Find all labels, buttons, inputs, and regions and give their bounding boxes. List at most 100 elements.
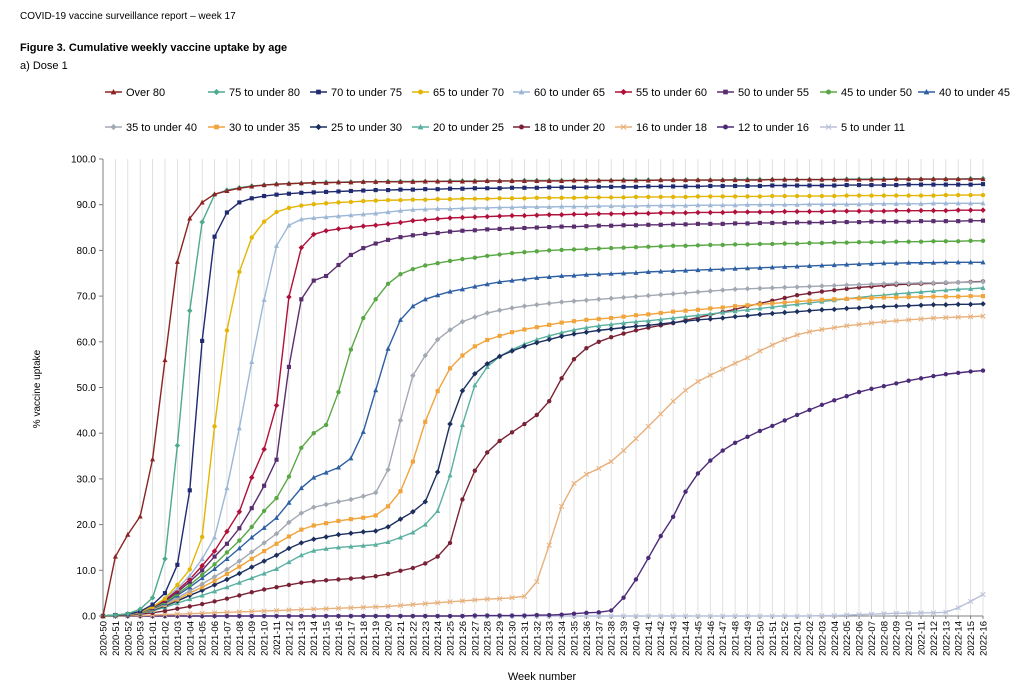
data-point [485, 613, 490, 618]
legend-item: 5 to under 11 [820, 122, 905, 134]
data-point [509, 212, 515, 219]
data-point [825, 124, 832, 130]
data-point [348, 455, 354, 461]
data-point [385, 524, 391, 530]
data-point [657, 291, 664, 298]
chart-grid [102, 159, 984, 616]
data-point [943, 192, 949, 198]
data-point [125, 610, 131, 617]
data-point [930, 315, 937, 321]
data-point [348, 613, 354, 619]
data-point [918, 219, 924, 224]
data-point [930, 288, 936, 294]
data-point [335, 498, 342, 505]
data-point [807, 220, 812, 225]
data-point [236, 509, 243, 515]
data-point [757, 311, 763, 318]
data-point [683, 243, 688, 249]
data-point [348, 347, 354, 352]
data-point [980, 368, 986, 373]
data-point [249, 608, 255, 615]
data-point [546, 211, 552, 218]
data-point [832, 240, 837, 245]
data-point [956, 294, 961, 299]
data-point [199, 610, 205, 616]
x-tick-label: 2021-15 [322, 621, 333, 656]
data-point [956, 192, 961, 198]
data-point [931, 182, 936, 187]
data-point [472, 178, 478, 184]
data-point [521, 303, 528, 309]
data-point [683, 267, 689, 273]
data-point [460, 186, 465, 191]
x-tick-label: 2021-49 [743, 621, 754, 656]
data-point [137, 606, 143, 612]
data-point [460, 497, 465, 502]
data-point [732, 308, 738, 314]
data-point [360, 223, 367, 229]
data-point [262, 193, 267, 199]
data-point [286, 559, 292, 565]
data-point [410, 217, 416, 224]
data-point [224, 528, 230, 535]
data-point [534, 185, 539, 190]
data-point [162, 357, 168, 363]
data-point [534, 612, 539, 618]
data-point [894, 193, 899, 198]
data-point [459, 598, 466, 604]
data-point [546, 178, 552, 184]
data-point [844, 296, 849, 301]
data-point [447, 206, 453, 211]
data-point [881, 193, 887, 198]
data-point [980, 182, 986, 187]
data-point [211, 610, 218, 616]
data-point [224, 550, 230, 555]
data-point [757, 265, 763, 270]
data-point [621, 223, 626, 228]
data-point [534, 204, 540, 210]
legend-item: 30 to under 35 [208, 122, 300, 134]
data-point [930, 280, 937, 286]
data-point [806, 307, 813, 314]
x-tick-label: 2020-50 [99, 621, 110, 656]
series-line [102, 178, 983, 617]
data-point [583, 471, 590, 477]
data-point [112, 612, 119, 618]
data-point [868, 176, 874, 182]
data-point [794, 241, 800, 246]
data-point [844, 240, 849, 245]
data-point [224, 556, 230, 561]
data-point [707, 372, 713, 378]
data-point [968, 182, 973, 187]
series-line [102, 202, 983, 617]
data-point [485, 196, 490, 201]
data-point [695, 312, 701, 318]
data-point [608, 195, 614, 200]
data-point [149, 594, 156, 601]
data-point [881, 176, 887, 182]
data-point [918, 316, 924, 322]
data-point [546, 204, 552, 210]
data-point [559, 247, 564, 253]
data-point [819, 612, 825, 619]
data-point [782, 241, 787, 246]
data-point [708, 458, 713, 463]
data-point [980, 176, 986, 182]
data-point [807, 193, 812, 199]
x-tick-label: 2021-41 [644, 621, 655, 656]
data-point [596, 177, 602, 183]
data-point [744, 209, 751, 215]
data-point [311, 278, 316, 283]
data-point [769, 285, 776, 291]
data-point [311, 579, 316, 584]
data-point [311, 523, 316, 528]
data-point [200, 568, 205, 573]
data-point [484, 596, 490, 602]
data-point [646, 184, 651, 189]
data-point [819, 402, 825, 408]
data-point [831, 282, 838, 289]
x-tick-label: 2022-05 [842, 621, 853, 656]
x-tick-label: 2021-47 [718, 621, 729, 656]
data-point [298, 510, 305, 516]
data-point [695, 307, 700, 312]
